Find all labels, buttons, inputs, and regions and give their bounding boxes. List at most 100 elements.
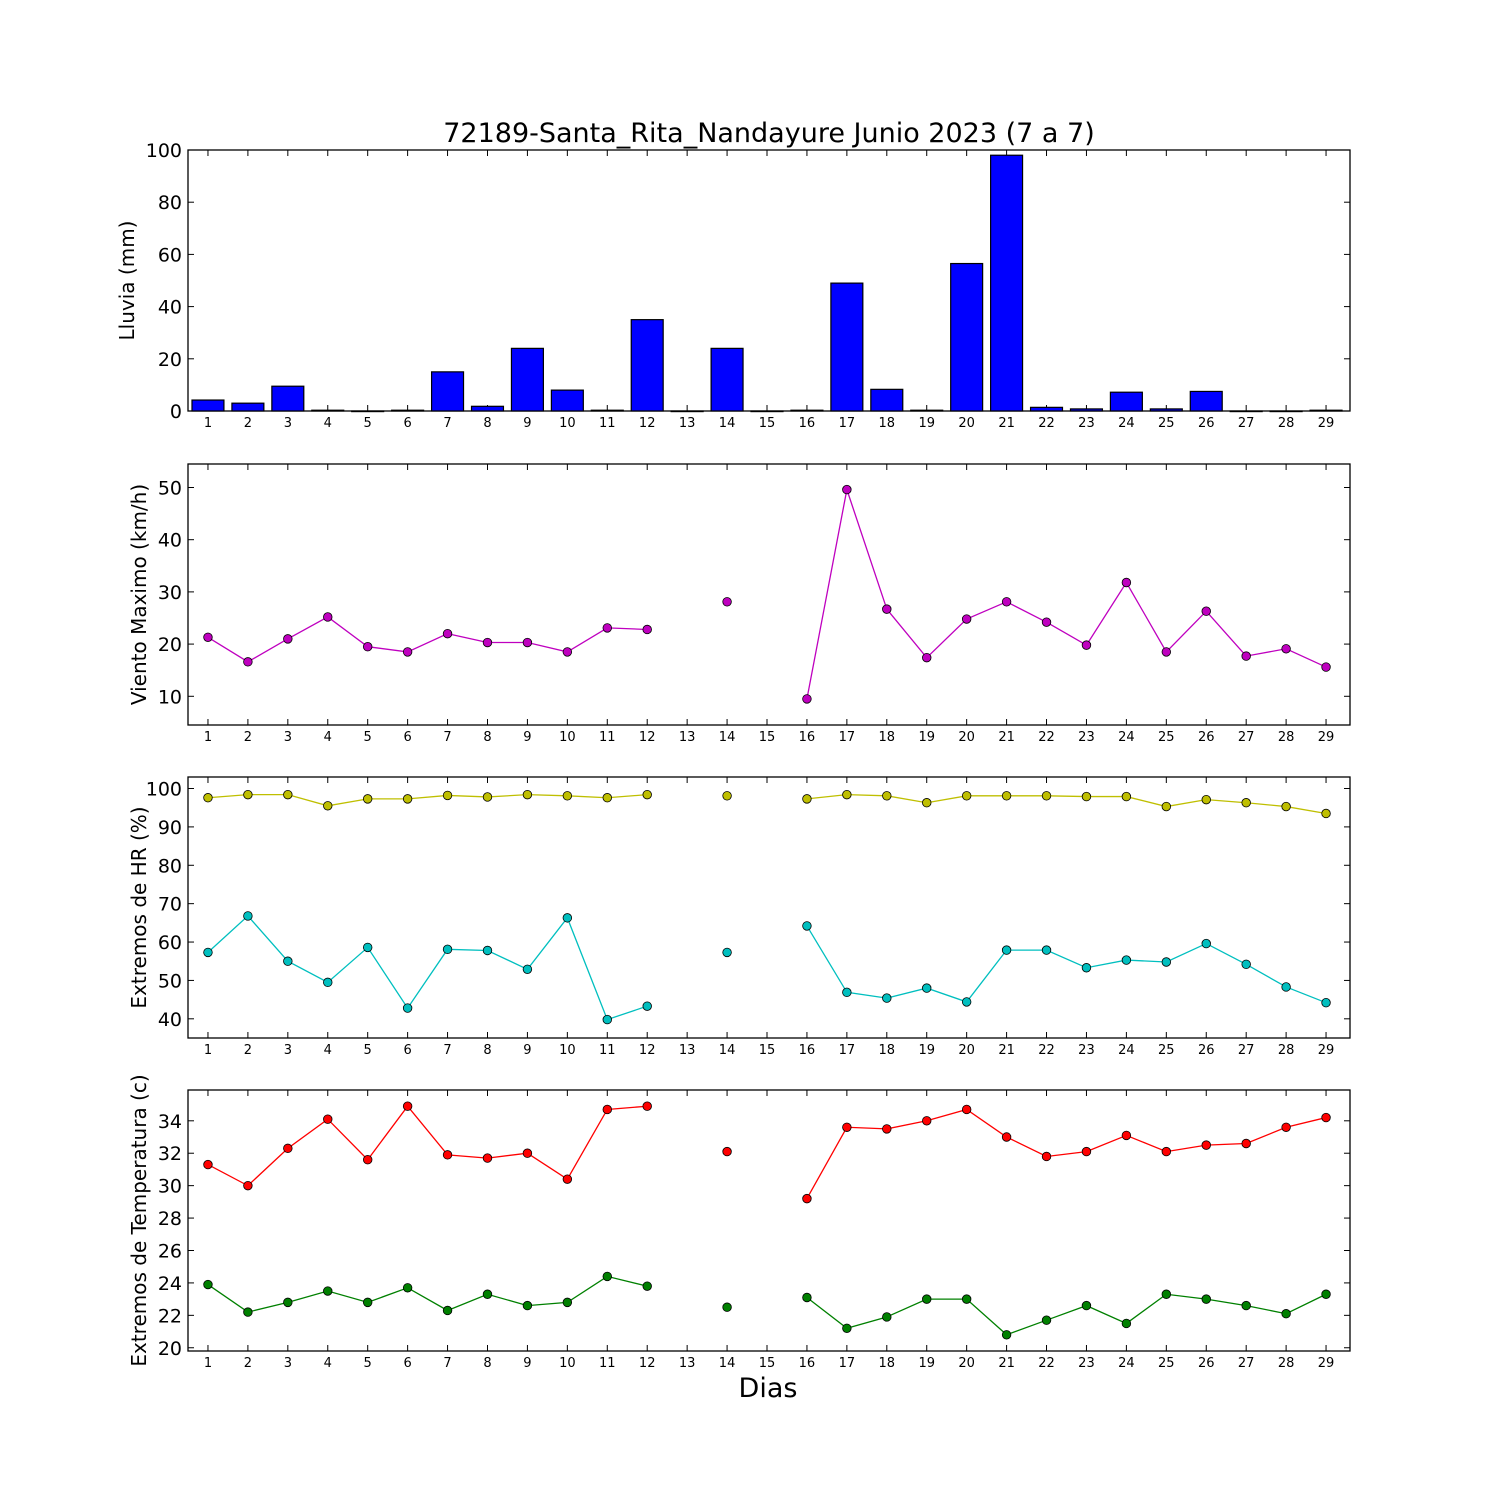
- data-point: [243, 789, 253, 800]
- y-tick-label: 100: [146, 779, 182, 801]
- data-point: [961, 614, 972, 624]
- x-tick-label: 3: [284, 1043, 292, 1058]
- data-point: [482, 945, 493, 956]
- x-tick-label: 3: [284, 1356, 292, 1371]
- rain-bar: [1109, 391, 1143, 412]
- x-tick-label: 4: [324, 416, 332, 431]
- rain-bar: [1229, 410, 1263, 413]
- data-point: [1001, 1132, 1012, 1142]
- data-point: [1241, 959, 1251, 970]
- rain-bar: [391, 409, 425, 412]
- rain-bar: [1269, 410, 1303, 413]
- x-tick-label: 6: [403, 1356, 411, 1371]
- data-point: [1081, 1300, 1092, 1311]
- x-tick-label: 19: [918, 1043, 935, 1058]
- data-point: [882, 1312, 892, 1322]
- data-point: [1081, 640, 1092, 650]
- y-tick-label: 32: [158, 1143, 182, 1165]
- data-point: [1161, 647, 1172, 657]
- data-point: [1041, 1151, 1052, 1162]
- data-point: [802, 1292, 812, 1303]
- y-tick-label: 60: [158, 932, 182, 954]
- x-tick-label: 11: [599, 1356, 616, 1371]
- y-tick-label: 90: [158, 817, 182, 839]
- x-tick-label: 13: [679, 416, 696, 431]
- data-point: [722, 947, 732, 958]
- data-point: [1121, 1130, 1132, 1141]
- data-point: [722, 1146, 732, 1157]
- x-tick-label: 24: [1118, 1043, 1135, 1058]
- data-point: [323, 1286, 333, 1296]
- x-tick-label: 22: [1038, 1356, 1055, 1371]
- x-tick-label: 2: [244, 730, 252, 745]
- x-tick-label: 27: [1238, 1043, 1255, 1058]
- x-tick-label: 4: [324, 730, 332, 745]
- x-tick-label: 29: [1318, 416, 1335, 431]
- data-point: [802, 794, 812, 804]
- series-line: [207, 915, 648, 1021]
- x-tick-label: 26: [1198, 1043, 1215, 1058]
- x-tick-label: 9: [523, 1356, 531, 1371]
- data-point: [1161, 957, 1172, 967]
- data-point: [1201, 606, 1211, 616]
- data-point: [1201, 794, 1211, 805]
- x-tick-label: 8: [483, 730, 491, 745]
- data-point: [203, 632, 213, 643]
- rain-bar: [630, 319, 664, 412]
- x-tick-label: 1: [204, 1356, 212, 1371]
- x-tick-label: 18: [879, 1043, 896, 1058]
- y-tick-label: 20: [158, 349, 182, 371]
- data-point: [323, 612, 333, 622]
- x-tick-label: 18: [879, 730, 896, 745]
- x-tick-label: 29: [1318, 1043, 1335, 1058]
- x-tick-label: 25: [1158, 1043, 1175, 1058]
- x-tick-label: 14: [719, 730, 736, 745]
- data-point: [1281, 1309, 1291, 1319]
- chart-title: 72189-Santa_Rita_Nandayure Junio 2023 (7…: [443, 118, 1095, 149]
- x-tick-label: 22: [1038, 730, 1055, 745]
- series-line: [806, 487, 1327, 700]
- data-point: [922, 652, 932, 663]
- data-point: [882, 791, 892, 801]
- x-tick-label: 3: [284, 416, 292, 431]
- x-tick-label: 1: [204, 730, 212, 745]
- x-tick-label: 16: [799, 730, 816, 745]
- y-tick-label: 80: [158, 855, 182, 877]
- y-tick-label: 10: [158, 686, 182, 708]
- data-point: [362, 942, 373, 953]
- rain-bar: [990, 154, 1024, 412]
- data-point: [642, 1101, 652, 1111]
- panel-frame: [187, 776, 1351, 1039]
- y-tick-label: 24: [158, 1273, 182, 1295]
- data-point: [1081, 791, 1092, 802]
- y-tick-label: 30: [158, 582, 182, 604]
- x-tick-label: 26: [1198, 1356, 1215, 1371]
- y-tick-label: 40: [158, 530, 182, 552]
- data-point: [602, 1271, 612, 1282]
- data-point: [1321, 808, 1331, 819]
- x-tick-label: 6: [403, 1043, 411, 1058]
- data-point: [243, 1180, 253, 1191]
- data-point: [1321, 662, 1331, 672]
- x-tick-label: 21: [998, 1356, 1015, 1371]
- y-axis-label: Extremos de HR (%): [127, 806, 151, 1008]
- x-tick-label: 3: [284, 730, 292, 745]
- x-tick-label: 1: [204, 1043, 212, 1058]
- x-tick-label: 25: [1158, 1356, 1175, 1371]
- x-tick-label: 7: [443, 416, 451, 431]
- data-point: [1121, 791, 1132, 802]
- x-tick-label: 7: [443, 1356, 451, 1371]
- x-tick-label: 7: [443, 730, 451, 745]
- data-point: [283, 956, 293, 966]
- x-tick-label: 26: [1198, 730, 1215, 745]
- y-tick-label: 30: [158, 1176, 182, 1198]
- x-tick-label: 8: [483, 1356, 491, 1371]
- data-point: [602, 623, 612, 633]
- data-point: [882, 1124, 892, 1134]
- rain-bar: [1309, 409, 1343, 412]
- x-tick-label: 6: [403, 416, 411, 431]
- x-axis-label: Dias: [739, 1373, 798, 1404]
- data-point: [1281, 801, 1291, 812]
